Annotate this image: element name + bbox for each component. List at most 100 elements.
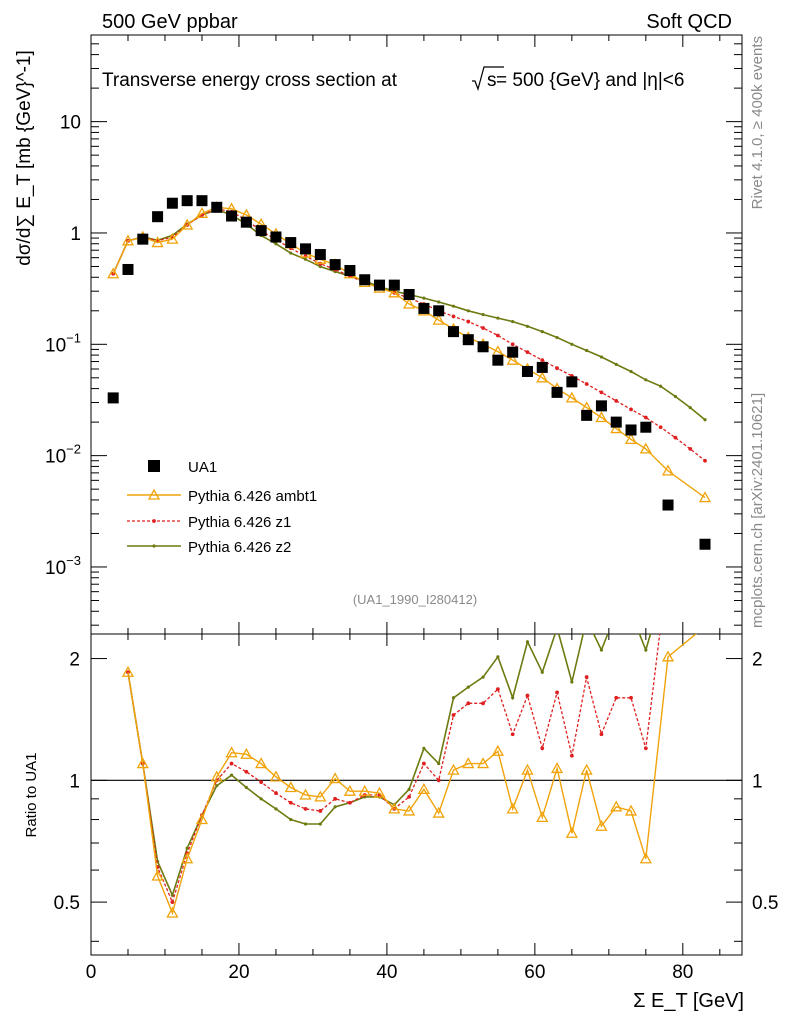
data-point-ua1 <box>403 289 415 301</box>
ratio-point-z2 <box>259 797 263 801</box>
main-point-z1 <box>703 458 707 463</box>
ratio-point-z2 <box>185 846 189 850</box>
ratio-y-axis-label: Ratio to UA1 <box>23 752 40 837</box>
ratio-point-z2 <box>274 807 278 811</box>
ratio-point-z1 <box>540 746 545 751</box>
main-point-z1 <box>584 382 589 386</box>
ratio-point-z1 <box>288 800 293 805</box>
ratio-point-ambt1 <box>506 802 519 814</box>
data-point-ua1 <box>447 326 459 338</box>
ratio-plot: 0 20 40 60 80 0.5 0.5 1 1 2 2 <box>54 598 778 983</box>
data-point-ua1 <box>581 409 593 421</box>
main-point-z2 <box>289 251 293 255</box>
ratio-point-z2 <box>511 696 515 700</box>
ratio-point-z1 <box>303 806 308 811</box>
main-point-ambt1 <box>432 313 445 325</box>
ratio-point-ambt1 <box>225 746 238 758</box>
data-point-ua1 <box>595 400 607 412</box>
y-tick-label: 10 <box>60 113 81 134</box>
x-tick-label: 0 <box>86 962 97 983</box>
legend-marker-ambt1 <box>147 488 161 500</box>
ratio-point-ambt1 <box>181 852 194 864</box>
ratio-point-z2 <box>496 655 500 659</box>
ratio-tick-label-right: 0.5 <box>752 893 778 914</box>
main-point-z2 <box>481 312 485 317</box>
ratio-point-z1 <box>348 800 352 805</box>
ratio-series-z2 <box>126 598 662 898</box>
main-point-ambt1 <box>107 267 120 279</box>
main-point-z2 <box>511 319 515 324</box>
main-point-ambt1 <box>506 353 519 365</box>
main-point-z1 <box>614 399 619 403</box>
ratio-point-ambt1 <box>536 811 549 822</box>
main-point-z1 <box>629 407 633 412</box>
data-point-ua1 <box>662 499 674 511</box>
data-point-ua1 <box>196 195 208 207</box>
y-tick-label-exp: −1 <box>66 330 81 345</box>
ratio-point-z2 <box>540 670 544 674</box>
ratio-point-ambt1 <box>639 852 652 864</box>
ratio-point-z1 <box>466 701 471 706</box>
main-point-ambt1 <box>698 491 712 503</box>
ratio-point-ambt1 <box>550 762 564 774</box>
ratio-point-ambt1 <box>269 770 283 782</box>
main-point-z2 <box>451 304 456 308</box>
ratio-point-z1 <box>643 746 648 751</box>
data-point-ua1 <box>270 231 282 243</box>
data-points <box>107 195 711 550</box>
data-point-ua1 <box>240 216 252 228</box>
ratio-point-ambt1 <box>610 800 623 812</box>
ratio-point-ambt1 <box>329 772 342 784</box>
main-point-ambt1 <box>661 464 675 476</box>
data-point-ua1 <box>418 302 430 314</box>
ratio-point-z1 <box>599 732 604 737</box>
y-axis-label: dσ/d∑ E_T [mb {GeV}^-1] <box>14 50 35 266</box>
main-point-z2 <box>274 242 278 246</box>
ratio-point-z2 <box>659 598 662 601</box>
y-tick-label: 1 <box>70 224 81 245</box>
data-point-ua1 <box>137 233 149 245</box>
chart-title-sqrt: s <box>487 70 497 91</box>
data-point-ua1 <box>300 243 312 255</box>
data-point-ua1 <box>255 225 267 237</box>
data-point-ua1 <box>329 259 341 271</box>
main-point-z1 <box>673 435 678 440</box>
main-point-z2 <box>303 257 308 261</box>
chart-title: Transverse energy cross section at s = 5… <box>102 66 684 91</box>
data-point-ua1 <box>211 201 223 213</box>
legend-marker-z1 <box>152 519 156 523</box>
data-point-ua1 <box>699 538 711 550</box>
ratio-point-z1 <box>436 778 441 783</box>
data-point-ua1 <box>492 354 504 366</box>
ratio-point-ambt1 <box>595 819 608 831</box>
y-tick-label-base: 10 <box>45 335 66 356</box>
main-point-z1 <box>540 358 545 363</box>
ratio-point-z1 <box>614 695 619 700</box>
ratio-point-ambt1 <box>388 802 401 814</box>
ratio-point-z1 <box>333 796 338 801</box>
legend-marker-ua1 <box>148 460 160 472</box>
main-point-z1 <box>510 342 515 347</box>
data-point-ua1 <box>507 346 519 358</box>
ratio-point-ambt1 <box>136 757 149 769</box>
main-point-ambt1 <box>565 391 578 403</box>
ratio-point-z1 <box>525 693 530 698</box>
ratio-series-z1 <box>126 625 663 905</box>
ratio-point-z2 <box>244 785 248 790</box>
ratio-point-z2 <box>289 817 293 822</box>
data-point-ua1 <box>122 263 134 275</box>
data-point-ua1 <box>462 334 474 346</box>
ratio-point-ambt1 <box>476 757 490 769</box>
main-point-z1 <box>481 326 485 330</box>
ratio-point-z1 <box>229 761 234 766</box>
main-point-ambt1 <box>166 232 179 244</box>
main-series-ambt1 <box>107 200 712 503</box>
ratio-point-ambt1 <box>432 806 445 818</box>
ratio-line-z2 <box>127 634 652 898</box>
data-point-ua1 <box>181 195 193 207</box>
ratio-point-z1 <box>407 794 412 799</box>
ratio-point-z2 <box>599 648 604 652</box>
header-left: 500 GeV ppbar <box>102 11 238 33</box>
ratio-point-z1 <box>659 625 663 629</box>
data-point-ua1 <box>359 274 371 286</box>
